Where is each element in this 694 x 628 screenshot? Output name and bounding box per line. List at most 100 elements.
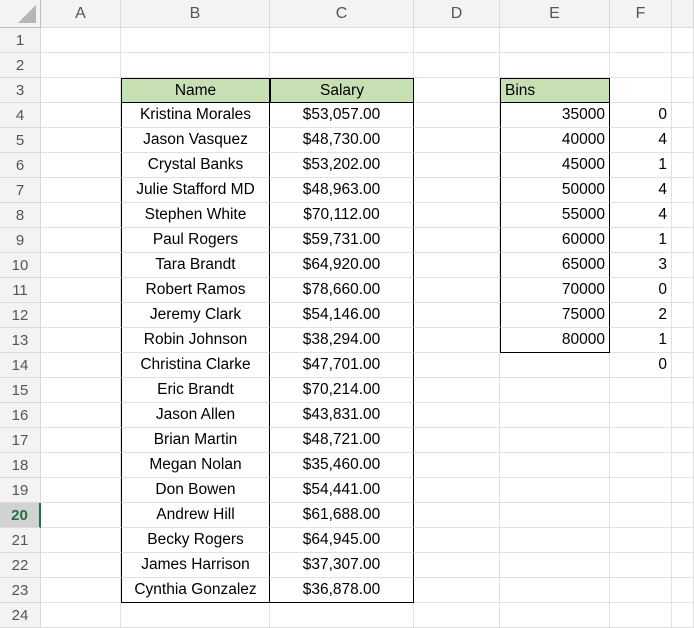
table-header-salary[interactable]: Salary (270, 78, 414, 103)
row-header-12[interactable]: 12 (0, 303, 41, 328)
row-header-21[interactable]: 21 (0, 528, 41, 553)
cell[interactable] (500, 528, 610, 553)
row-header-3[interactable]: 3 (0, 78, 41, 103)
cell[interactable] (610, 378, 672, 403)
salary-cell[interactable]: $64,920.00 (270, 253, 414, 278)
row-header-7[interactable]: 7 (0, 178, 41, 203)
name-cell[interactable]: Tara Brandt (121, 253, 270, 278)
bin-cell[interactable]: 80000 (500, 328, 610, 353)
cell[interactable] (270, 603, 414, 628)
bin-cell[interactable]: 75000 (500, 303, 610, 328)
cell[interactable] (41, 153, 121, 178)
name-cell[interactable]: Christina Clarke (121, 353, 270, 378)
salary-cell[interactable]: $36,878.00 (270, 578, 414, 603)
frequency-cell[interactable]: 0 (610, 353, 672, 378)
name-cell[interactable]: Don Bowen (121, 478, 270, 503)
cell[interactable] (500, 603, 610, 628)
cell[interactable] (414, 178, 500, 203)
cell[interactable] (41, 303, 121, 328)
row-header-4[interactable]: 4 (0, 103, 41, 128)
column-header-A[interactable]: A (41, 0, 121, 28)
salary-cell[interactable]: $53,202.00 (270, 153, 414, 178)
cell[interactable] (414, 528, 500, 553)
frequency-cell[interactable]: 0 (610, 278, 672, 303)
cell[interactable] (41, 603, 121, 628)
cell[interactable] (41, 528, 121, 553)
salary-cell[interactable]: $43,831.00 (270, 403, 414, 428)
row-header-11[interactable]: 11 (0, 278, 41, 303)
cell[interactable] (270, 53, 414, 78)
cell[interactable] (672, 528, 694, 553)
name-cell[interactable]: Crystal Banks (121, 153, 270, 178)
column-header-G[interactable] (672, 0, 694, 28)
row-header-1[interactable]: 1 (0, 28, 41, 53)
cell[interactable] (41, 378, 121, 403)
bin-cell[interactable]: 40000 (500, 128, 610, 153)
name-cell[interactable]: Becky Rogers (121, 528, 270, 553)
cell[interactable] (500, 428, 610, 453)
cell[interactable] (672, 478, 694, 503)
salary-cell[interactable]: $64,945.00 (270, 528, 414, 553)
cell[interactable] (672, 553, 694, 578)
bin-cell[interactable]: 60000 (500, 228, 610, 253)
cell[interactable] (610, 403, 672, 428)
cell[interactable] (41, 53, 121, 78)
bin-cell[interactable]: 70000 (500, 278, 610, 303)
bin-cell[interactable]: 45000 (500, 153, 610, 178)
salary-cell[interactable]: $70,214.00 (270, 378, 414, 403)
cell[interactable] (414, 553, 500, 578)
salary-cell[interactable]: $38,294.00 (270, 328, 414, 353)
cell[interactable] (414, 253, 500, 278)
table-header-name[interactable]: Name (121, 78, 270, 103)
cell[interactable] (414, 128, 500, 153)
cell[interactable] (610, 78, 672, 103)
cell[interactable] (672, 603, 694, 628)
cell[interactable] (610, 528, 672, 553)
cell[interactable] (672, 578, 694, 603)
cell[interactable] (41, 28, 121, 53)
cell[interactable] (41, 578, 121, 603)
cell[interactable] (672, 78, 694, 103)
cell[interactable] (500, 503, 610, 528)
cell[interactable] (414, 203, 500, 228)
cell[interactable] (414, 228, 500, 253)
column-header-D[interactable]: D (414, 0, 500, 28)
name-cell[interactable]: Andrew Hill (121, 503, 270, 528)
row-header-5[interactable]: 5 (0, 128, 41, 153)
cell[interactable] (414, 478, 500, 503)
bin-cell[interactable]: 65000 (500, 253, 610, 278)
cell[interactable] (414, 328, 500, 353)
cell[interactable] (41, 503, 121, 528)
cell[interactable] (672, 428, 694, 453)
cell[interactable] (672, 403, 694, 428)
cell[interactable] (610, 578, 672, 603)
row-header-2[interactable]: 2 (0, 53, 41, 78)
bin-cell[interactable]: 50000 (500, 178, 610, 203)
name-cell[interactable]: Kristina Morales (121, 103, 270, 128)
cell[interactable] (414, 403, 500, 428)
cell[interactable] (672, 53, 694, 78)
row-header-23[interactable]: 23 (0, 578, 41, 603)
cell[interactable] (500, 403, 610, 428)
frequency-cell[interactable]: 1 (610, 153, 672, 178)
cell[interactable] (41, 78, 121, 103)
bin-cell[interactable]: 35000 (500, 103, 610, 128)
name-cell[interactable]: Megan Nolan (121, 453, 270, 478)
cell[interactable] (41, 203, 121, 228)
cell[interactable] (672, 303, 694, 328)
row-header-10[interactable]: 10 (0, 253, 41, 278)
cell[interactable] (610, 453, 672, 478)
column-header-C[interactable]: C (270, 0, 414, 28)
cell[interactable] (610, 53, 672, 78)
row-header-13[interactable]: 13 (0, 328, 41, 353)
cell[interactable] (672, 228, 694, 253)
cell[interactable] (500, 53, 610, 78)
name-cell[interactable]: James Harrison (121, 553, 270, 578)
cell[interactable] (610, 603, 672, 628)
cell[interactable] (414, 428, 500, 453)
cell[interactable] (270, 28, 414, 53)
cell[interactable] (672, 353, 694, 378)
cell[interactable] (414, 278, 500, 303)
frequency-cell[interactable]: 3 (610, 253, 672, 278)
cell[interactable] (41, 328, 121, 353)
